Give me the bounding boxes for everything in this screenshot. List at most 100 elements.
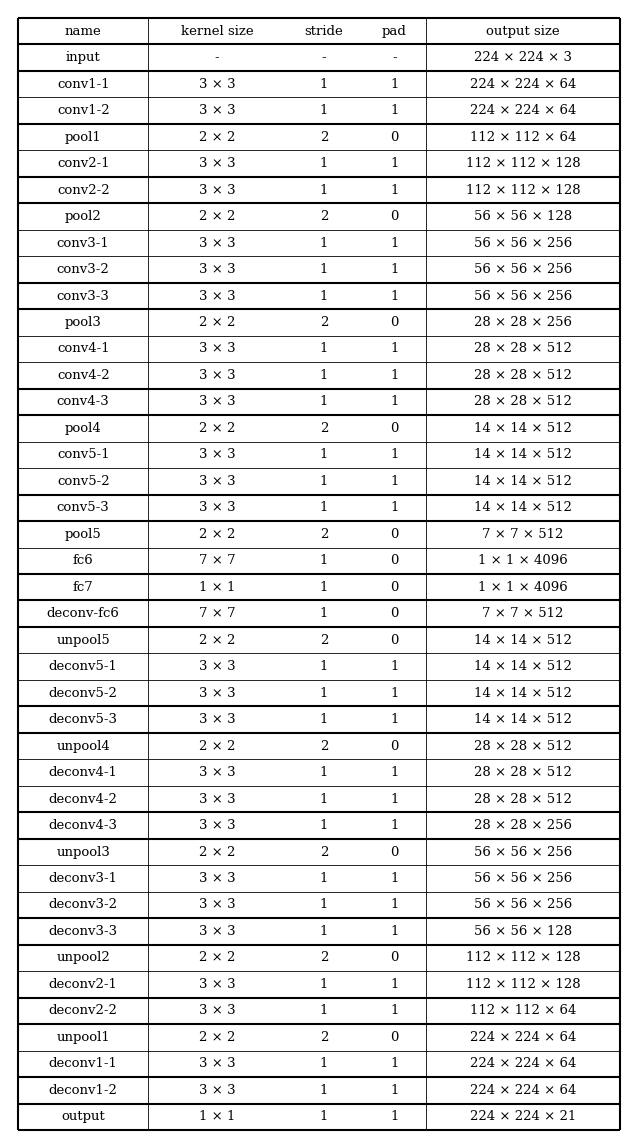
Text: 0: 0 (390, 555, 398, 567)
Text: 2 × 2: 2 × 2 (199, 846, 235, 858)
Text: 224 × 224 × 64: 224 × 224 × 64 (470, 1084, 576, 1097)
Text: 1: 1 (390, 898, 398, 911)
Text: unpool2: unpool2 (56, 951, 110, 965)
Text: 2: 2 (320, 528, 328, 541)
Text: 3 × 3: 3 × 3 (198, 104, 235, 117)
Text: 1: 1 (320, 660, 328, 673)
Text: 56 × 56 × 256: 56 × 56 × 256 (474, 898, 572, 911)
Text: deconv5-3: deconv5-3 (49, 713, 118, 727)
Text: 3 × 3: 3 × 3 (198, 819, 235, 832)
Text: 0: 0 (390, 210, 398, 223)
Text: 1 × 1 × 4096: 1 × 1 × 4096 (478, 555, 568, 567)
Text: 1: 1 (320, 236, 328, 250)
Text: conv5-3: conv5-3 (57, 501, 110, 515)
Text: 56 × 56 × 256: 56 × 56 × 256 (474, 872, 572, 885)
Text: 1: 1 (390, 872, 398, 885)
Text: 2: 2 (320, 846, 328, 858)
Text: unpool1: unpool1 (56, 1031, 110, 1044)
Text: 224 × 224 × 64: 224 × 224 × 64 (470, 1058, 576, 1070)
Text: 112 × 112 × 64: 112 × 112 × 64 (470, 1004, 576, 1018)
Text: 1: 1 (390, 1110, 398, 1123)
Text: 2 × 2: 2 × 2 (199, 131, 235, 143)
Text: 224 × 224 × 64: 224 × 224 × 64 (470, 78, 576, 91)
Text: kernel size: kernel size (181, 25, 254, 38)
Text: conv3-1: conv3-1 (57, 236, 110, 250)
Text: 56 × 56 × 128: 56 × 56 × 128 (474, 925, 572, 937)
Text: 14 × 14 × 512: 14 × 14 × 512 (474, 686, 572, 700)
Text: 1: 1 (320, 183, 328, 197)
Text: 2: 2 (320, 634, 328, 646)
Text: pool4: pool4 (65, 422, 101, 434)
Text: 224 × 224 × 3: 224 × 224 × 3 (474, 52, 572, 64)
Text: 2: 2 (320, 210, 328, 223)
Text: conv4-2: conv4-2 (57, 369, 110, 382)
Text: 28 × 28 × 512: 28 × 28 × 512 (474, 369, 572, 382)
Text: 1: 1 (390, 686, 398, 700)
Text: 1: 1 (320, 78, 328, 91)
Text: 1: 1 (320, 104, 328, 117)
Text: 14 × 14 × 512: 14 × 14 × 512 (474, 422, 572, 434)
Text: 28 × 28 × 512: 28 × 28 × 512 (474, 793, 572, 806)
Text: output: output (61, 1110, 105, 1123)
Text: 1: 1 (390, 78, 398, 91)
Text: 1: 1 (390, 290, 398, 303)
Text: 3 × 3: 3 × 3 (198, 157, 235, 170)
Text: conv5-1: conv5-1 (57, 448, 110, 462)
Text: 3 × 3: 3 × 3 (198, 713, 235, 727)
Text: 28 × 28 × 256: 28 × 28 × 256 (474, 316, 572, 329)
Text: 2 × 2: 2 × 2 (199, 739, 235, 753)
Text: 0: 0 (390, 607, 398, 620)
Text: 14 × 14 × 512: 14 × 14 × 512 (474, 660, 572, 673)
Text: deconv3-1: deconv3-1 (49, 872, 118, 885)
Text: 2: 2 (320, 131, 328, 143)
Text: 2: 2 (320, 1031, 328, 1044)
Text: 1: 1 (390, 978, 398, 991)
Text: 1: 1 (320, 290, 328, 303)
Text: unpool3: unpool3 (56, 846, 110, 858)
Text: 0: 0 (390, 951, 398, 965)
Text: 3 × 3: 3 × 3 (198, 183, 235, 197)
Text: 14 × 14 × 512: 14 × 14 × 512 (474, 501, 572, 515)
Text: 1: 1 (390, 264, 398, 276)
Text: 28 × 28 × 512: 28 × 28 × 512 (474, 739, 572, 753)
Text: 3 × 3: 3 × 3 (198, 290, 235, 303)
Text: 1: 1 (390, 474, 398, 488)
Text: 224 × 224 × 21: 224 × 224 × 21 (470, 1110, 576, 1123)
Text: 0: 0 (390, 581, 398, 594)
Text: conv4-1: conv4-1 (57, 343, 110, 355)
Text: 14 × 14 × 512: 14 × 14 × 512 (474, 634, 572, 646)
Text: 7 × 7 × 512: 7 × 7 × 512 (482, 607, 564, 620)
Text: 1: 1 (320, 713, 328, 727)
Text: fc7: fc7 (73, 581, 94, 594)
Text: 56 × 56 × 256: 56 × 56 × 256 (474, 290, 572, 303)
Text: 1 × 1: 1 × 1 (199, 581, 235, 594)
Text: 0: 0 (390, 528, 398, 541)
Text: deconv4-1: deconv4-1 (49, 766, 118, 779)
Text: 1: 1 (390, 1004, 398, 1018)
Text: deconv3-2: deconv3-2 (49, 898, 118, 911)
Text: 2 × 2: 2 × 2 (199, 528, 235, 541)
Text: 2 × 2: 2 × 2 (199, 210, 235, 223)
Text: 3 × 3: 3 × 3 (198, 660, 235, 673)
Text: 3 × 3: 3 × 3 (198, 1058, 235, 1070)
Text: 56 × 56 × 128: 56 × 56 × 128 (474, 210, 572, 223)
Text: conv3-3: conv3-3 (57, 290, 110, 303)
Text: unpool4: unpool4 (56, 739, 110, 753)
Text: 2: 2 (320, 951, 328, 965)
Text: 1: 1 (390, 713, 398, 727)
Text: pool3: pool3 (65, 316, 101, 329)
Text: 1: 1 (390, 157, 398, 170)
Text: 2 × 2: 2 × 2 (199, 422, 235, 434)
Text: -: - (392, 52, 396, 64)
Text: deconv5-2: deconv5-2 (49, 686, 118, 700)
Text: 1: 1 (390, 183, 398, 197)
Text: unpool5: unpool5 (56, 634, 110, 646)
Text: 3 × 3: 3 × 3 (198, 236, 235, 250)
Text: 14 × 14 × 512: 14 × 14 × 512 (474, 448, 572, 462)
Text: 1: 1 (320, 898, 328, 911)
Text: deconv-fc6: deconv-fc6 (47, 607, 120, 620)
Text: 3 × 3: 3 × 3 (198, 395, 235, 408)
Text: 0: 0 (390, 739, 398, 753)
Text: 1: 1 (390, 1058, 398, 1070)
Text: 0: 0 (390, 131, 398, 143)
